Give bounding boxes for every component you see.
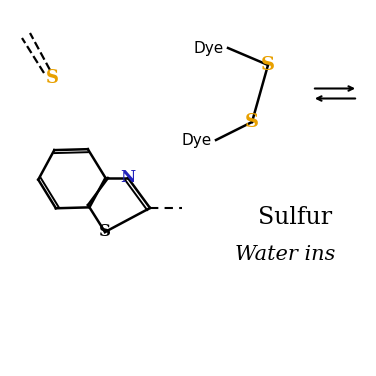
- Text: S: S: [99, 223, 111, 241]
- Text: Water ins: Water ins: [235, 246, 335, 264]
- Text: S: S: [261, 56, 275, 74]
- Text: Dye: Dye: [182, 132, 212, 147]
- Text: S: S: [245, 113, 259, 131]
- Text: N: N: [120, 170, 136, 186]
- Text: S: S: [45, 69, 59, 87]
- Text: Sulfur: Sulfur: [258, 206, 332, 229]
- Text: Dye: Dye: [194, 41, 224, 56]
